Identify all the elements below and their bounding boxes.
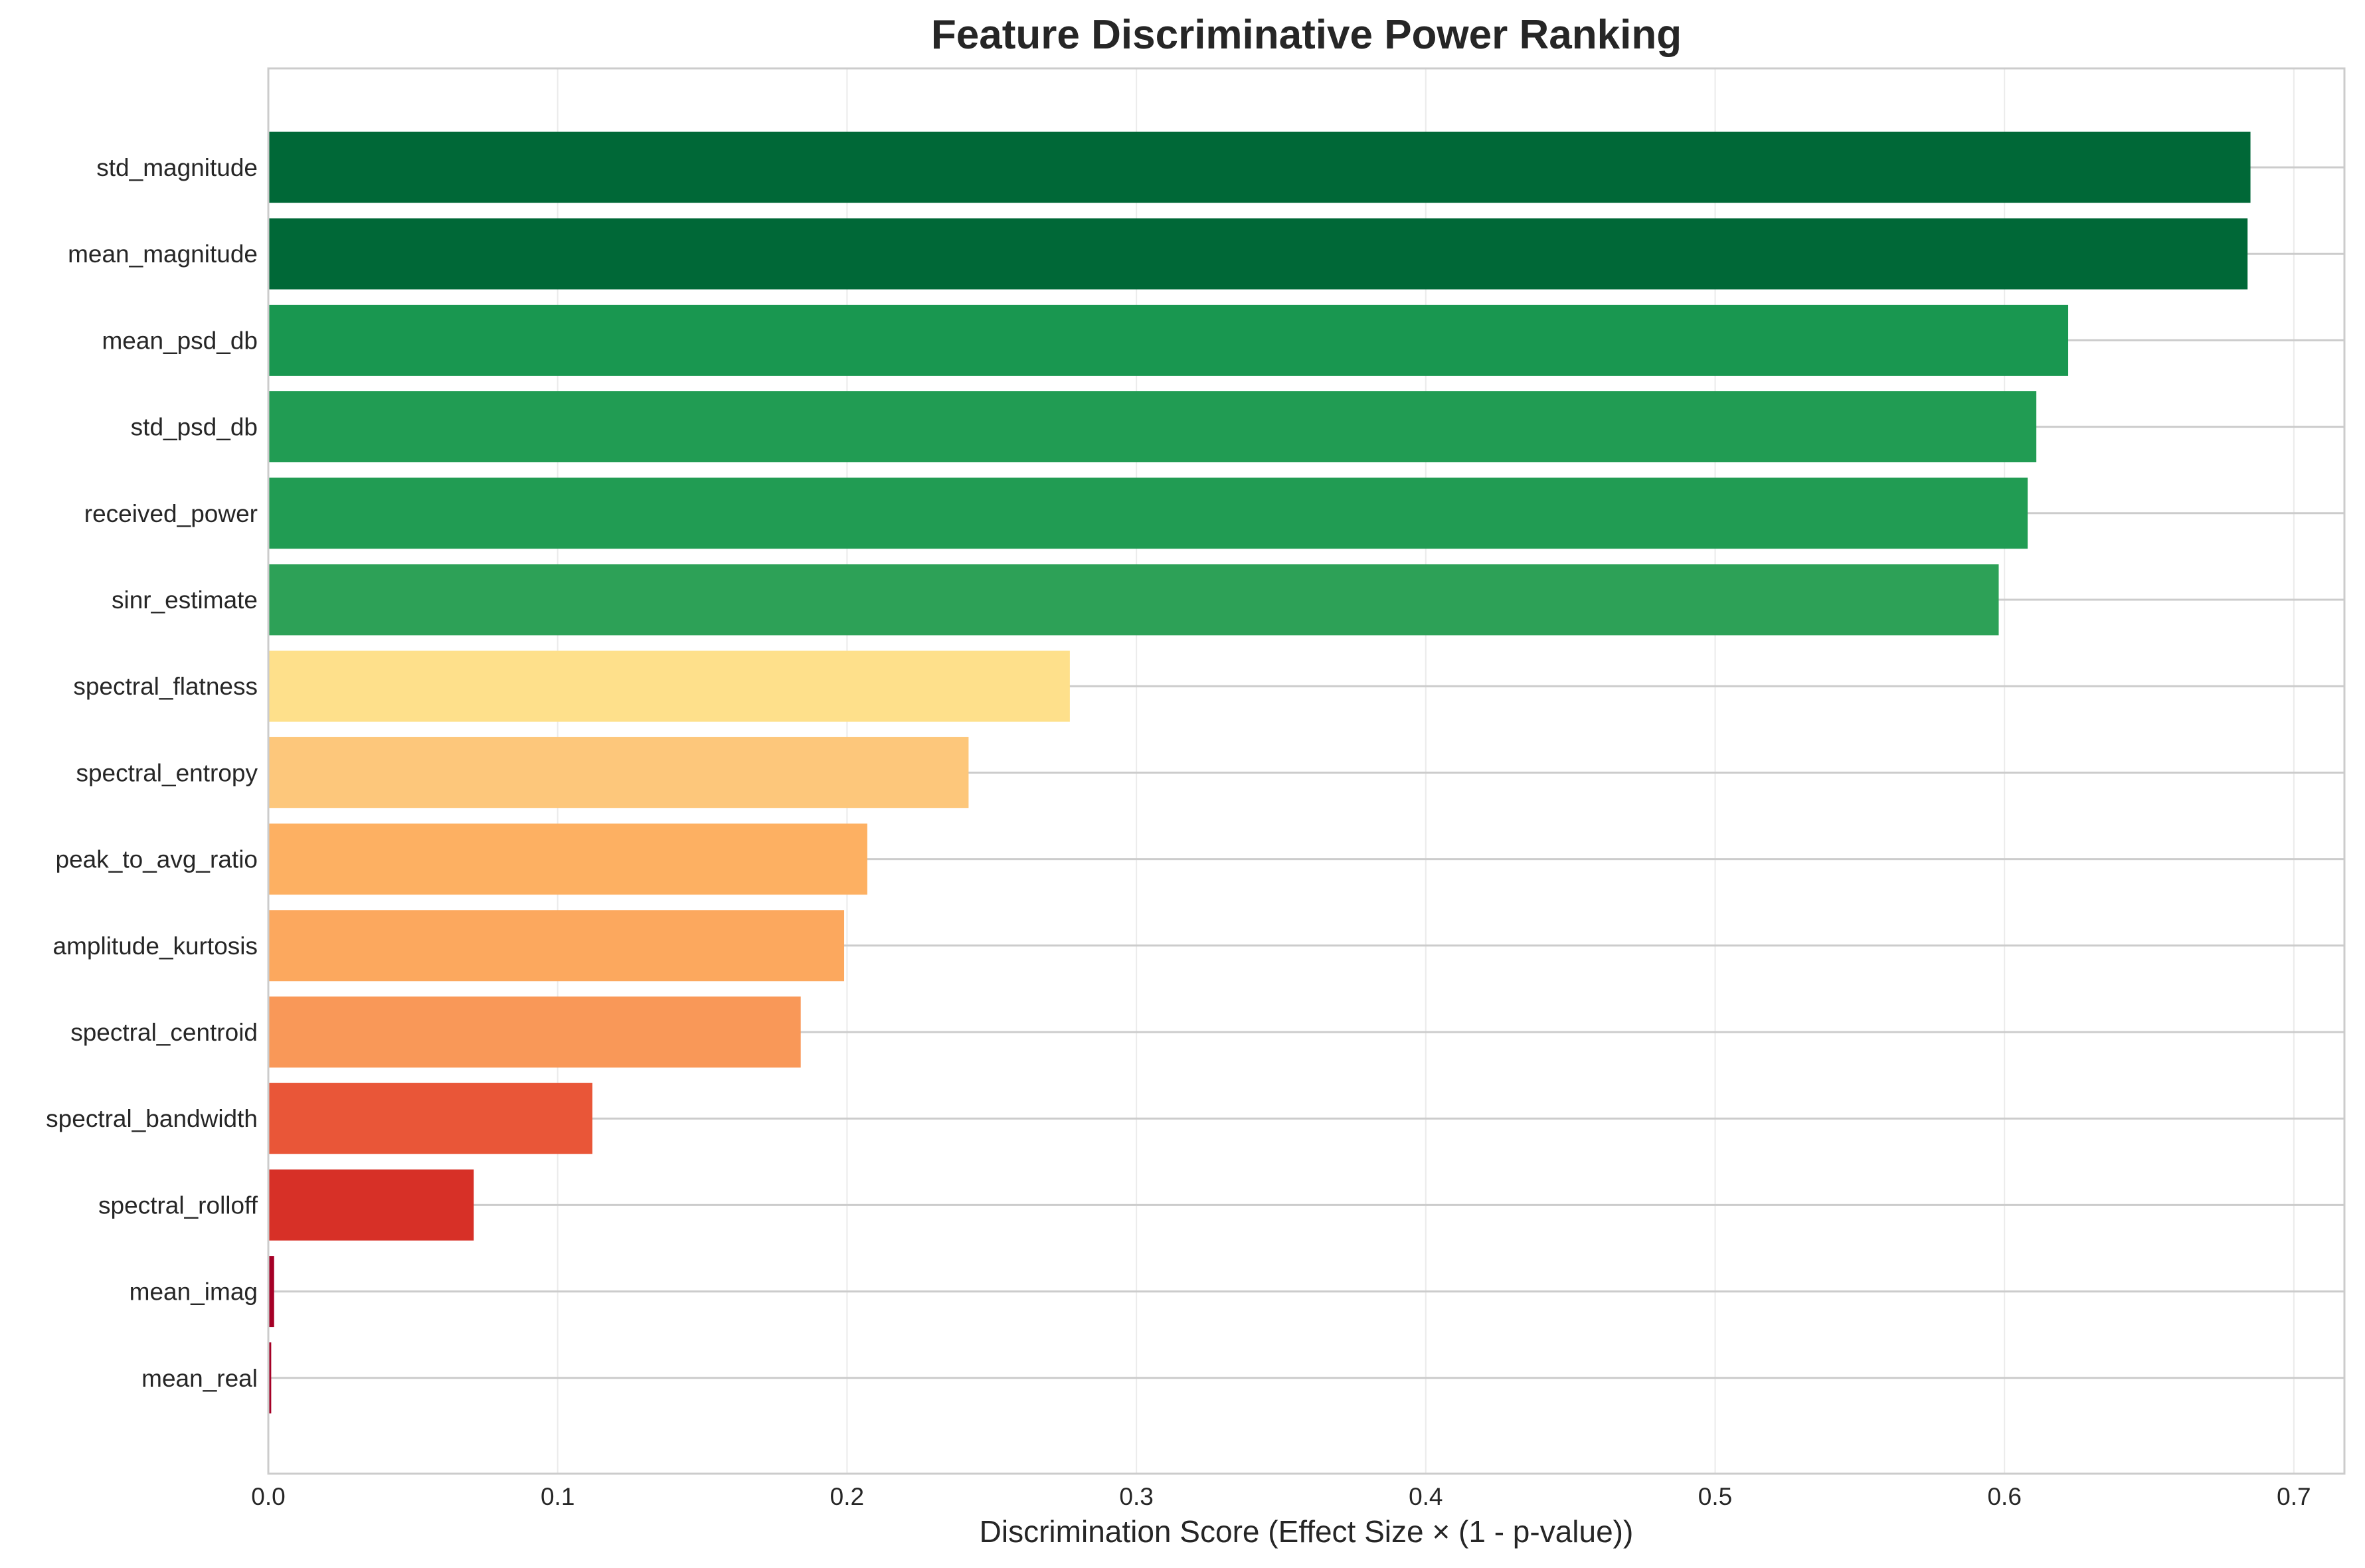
- x-tick-label: 0.4: [1409, 1483, 1443, 1510]
- bar-std-psd-db: [268, 391, 2037, 463]
- chart-title: Feature Discriminative Power Ranking: [931, 12, 1682, 58]
- bar-spectral-flatness: [268, 650, 1070, 722]
- bar-spectral-centroid: [268, 996, 801, 1068]
- y-tick-label: mean_magnitude: [68, 240, 258, 268]
- x-axis-label: Discrimination Score (Effect Size × (1 -…: [980, 1514, 1634, 1549]
- y-tick-label: received_power: [84, 500, 258, 527]
- bar-std-magnitude: [268, 131, 2251, 203]
- bar-mean-real: [268, 1342, 272, 1414]
- y-axis-labels: std_magnitude mean_magnitude mean_psd_dbst…: [46, 154, 258, 1392]
- y-tick-label: spectral_centroid: [70, 1019, 258, 1046]
- y-tick-label: std_magnitude: [96, 154, 258, 181]
- bar-spectral-entropy: [268, 737, 969, 808]
- y-tick-label: mean_psd_db: [102, 327, 258, 354]
- bars: [268, 131, 2251, 1414]
- y-tick-label: spectral_rolloff: [98, 1191, 258, 1219]
- bar-received-power: [268, 478, 2028, 549]
- x-tick-label: 0.5: [1698, 1483, 1732, 1510]
- bar-spectral-bandwidth: [268, 1083, 592, 1154]
- plot-frame: [267, 67, 2346, 1475]
- y-tick-label: peak_to_avg_ratio: [56, 846, 258, 873]
- x-tick-label: 0.6: [1987, 1483, 2021, 1510]
- y-tick-label: spectral_entropy: [76, 759, 258, 786]
- bar-spectral-rolloff: [268, 1169, 474, 1241]
- y-tick-label: std_psd_db: [131, 414, 258, 441]
- bar-mean-magnitude: [268, 218, 2248, 290]
- y-tick-label: spectral_bandwidth: [46, 1105, 258, 1132]
- x-tick-label: 0.3: [1119, 1483, 1153, 1510]
- x-tick-label: 0.2: [830, 1483, 864, 1510]
- y-tick-label: mean_imag: [130, 1278, 258, 1306]
- bar-amplitude-kurtosis: [268, 910, 845, 982]
- bar-peak-to-avg-ratio: [268, 824, 867, 895]
- x-tick-label: 0.7: [2277, 1483, 2311, 1510]
- bar-mean-psd-db: [268, 304, 2069, 376]
- x-axis-labels: 0.0 0.1 0.2 0.3 0.4 0.5 0.6 0.7: [251, 1483, 2311, 1510]
- bar-sinr-estimate: [268, 564, 1999, 636]
- x-tick-label: 0.1: [541, 1483, 574, 1510]
- bar-mean-imag: [268, 1256, 274, 1328]
- y-tick-label: amplitude_kurtosis: [53, 932, 258, 960]
- y-tick-label: mean_real: [141, 1365, 258, 1392]
- y-tick-label: spectral_flatness: [73, 673, 258, 700]
- x-tick-label: 0.0: [251, 1483, 285, 1510]
- y-tick-label: sinr_estimate: [112, 586, 258, 614]
